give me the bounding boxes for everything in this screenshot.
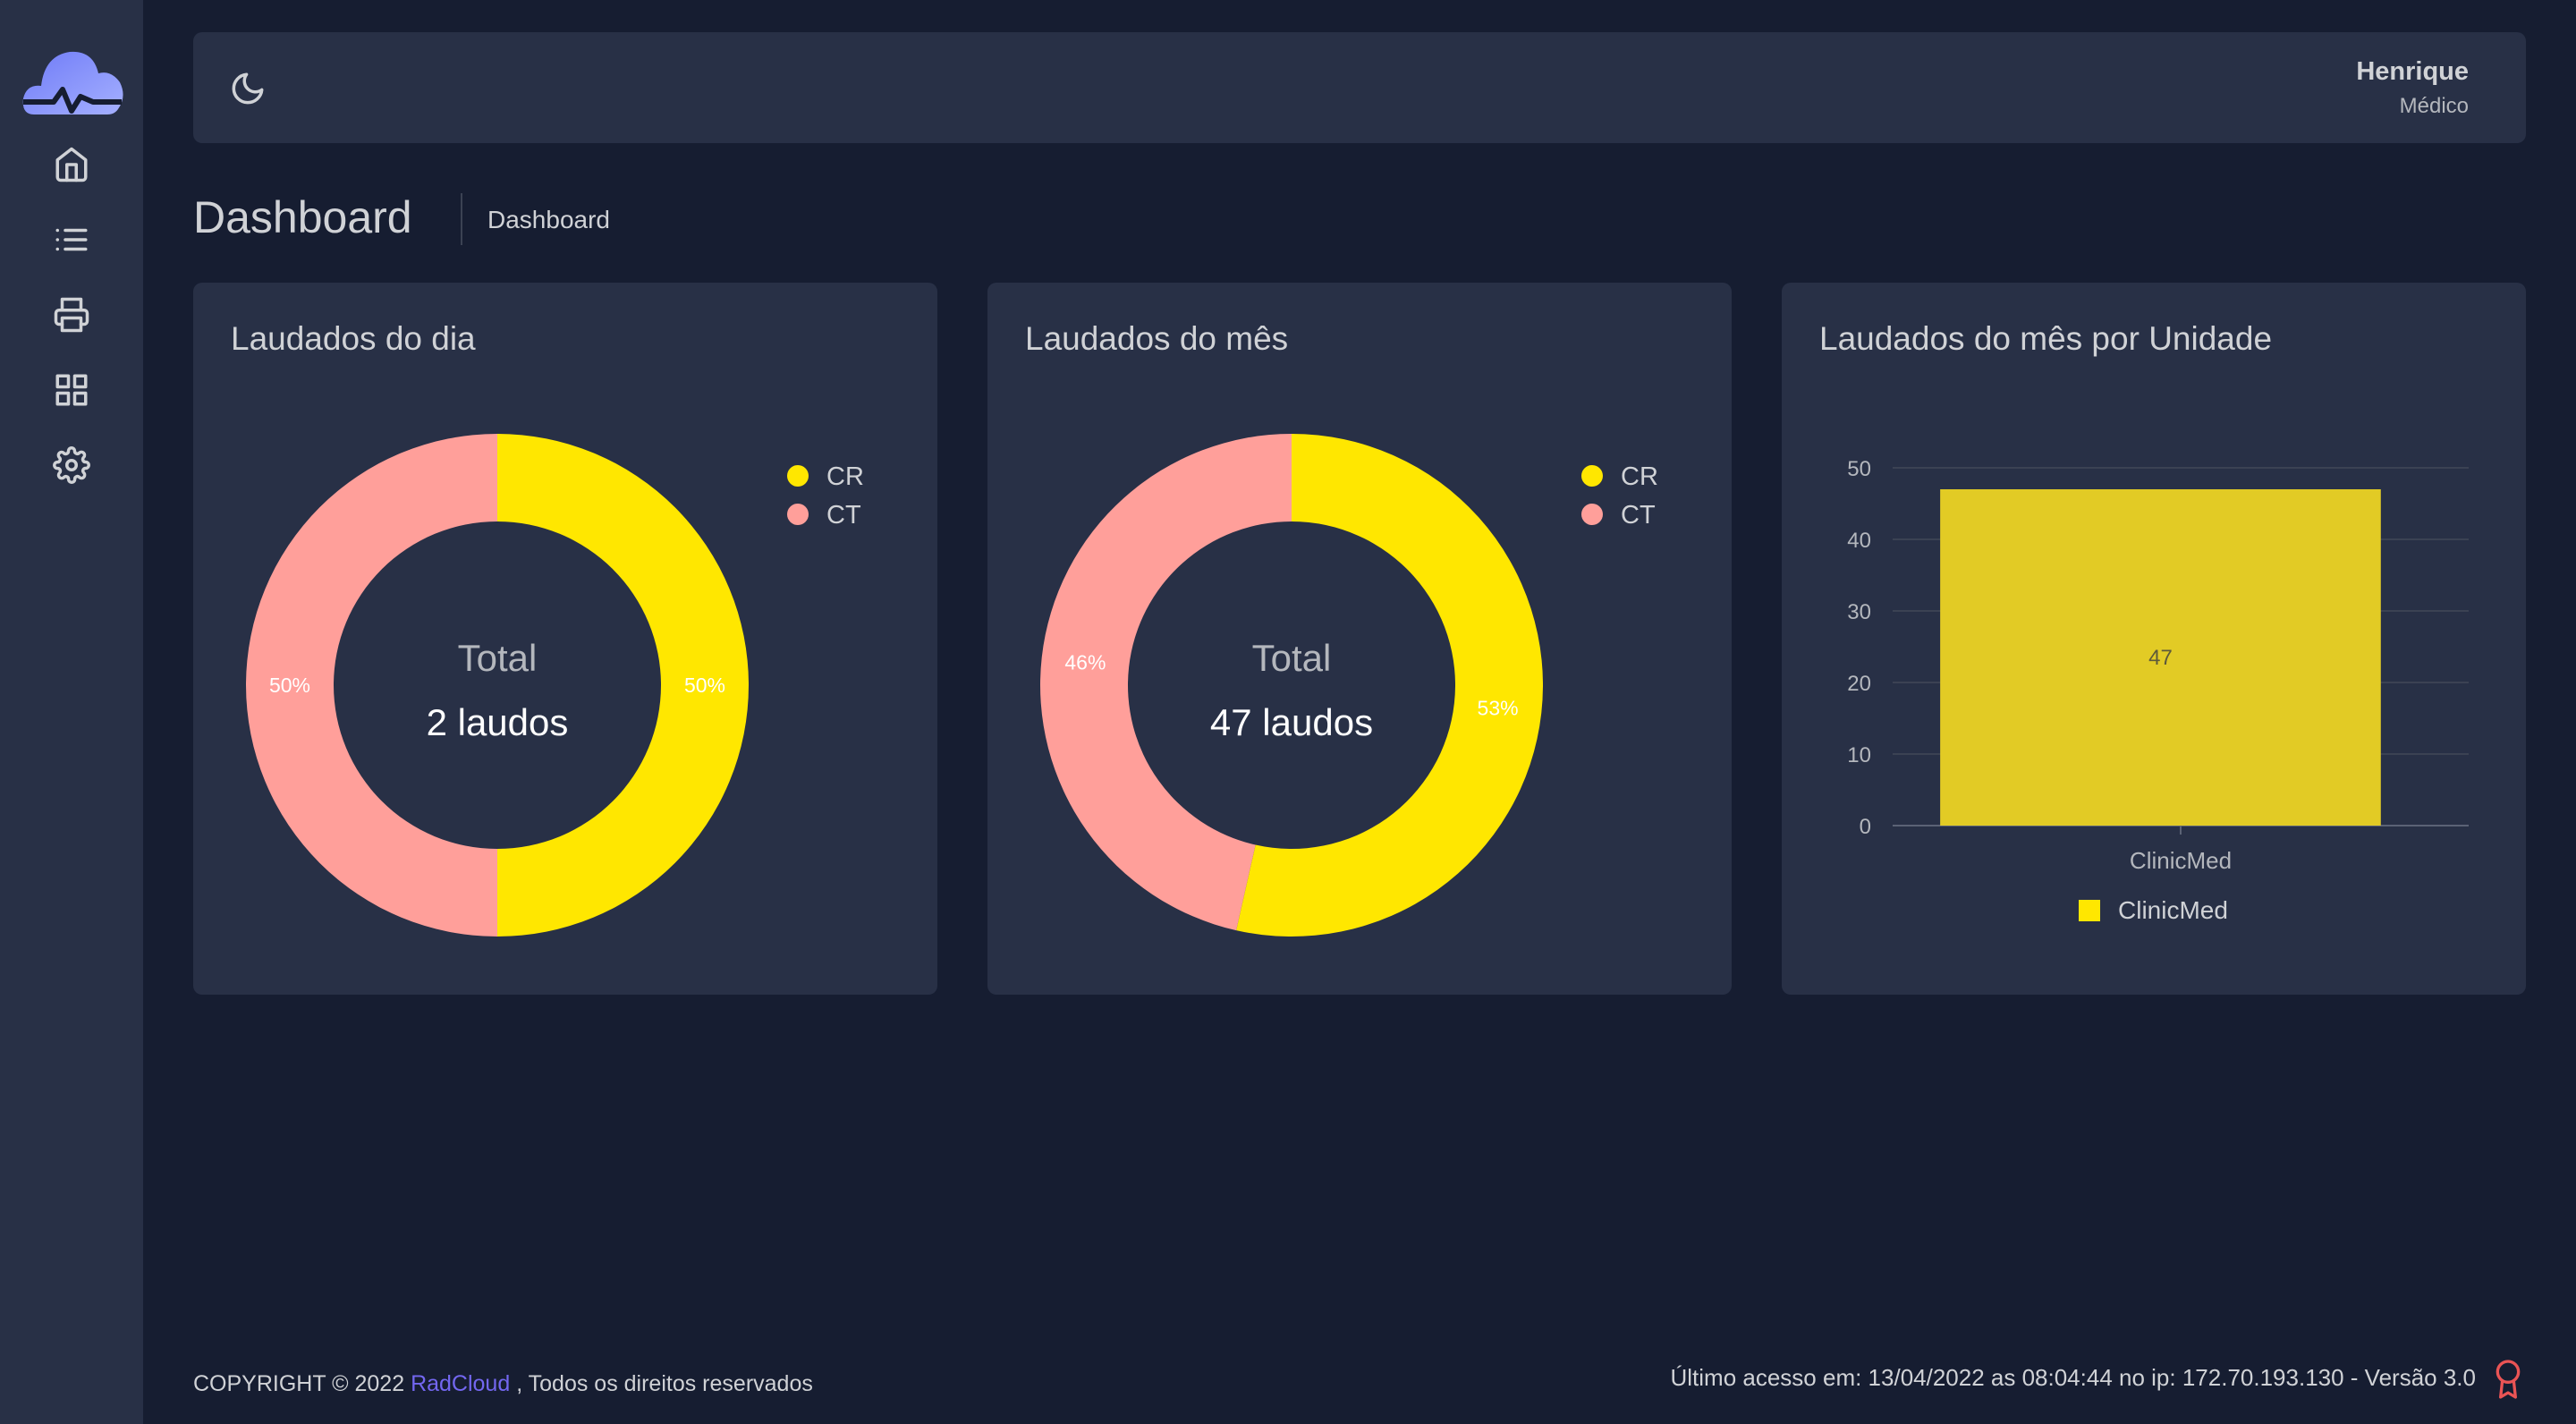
grid-icon	[55, 374, 88, 406]
bar-chart-unidade: 0 10 20 30 40 50 47 ClinicMed ClinicMed	[1847, 457, 2469, 924]
donut-data-label: 46%	[1064, 650, 1106, 674]
user-menu[interactable]: Henrique Médico	[2356, 57, 2469, 119]
donut-data-label: 53%	[1478, 697, 1519, 720]
legend-marker-cr[interactable]	[787, 465, 809, 487]
donut-center-value: 47 laudos	[1210, 701, 1373, 743]
legend-marker-clinicmed[interactable]	[2079, 900, 2100, 921]
card-laudados-dia: Laudados do dia 50% 50% Total 2 laudos CR CT	[193, 283, 937, 995]
legend-label-ct[interactable]: CT	[1621, 501, 1656, 530]
bar-clinicmed[interactable]	[1940, 489, 2381, 826]
copyright-prefix: COPYRIGHT © 2022	[193, 1371, 405, 1396]
brand-link[interactable]: RadCloud	[411, 1371, 511, 1396]
moon-icon	[232, 72, 264, 105]
legend-marker-cr[interactable]	[1581, 465, 1603, 487]
top-navbar: Henrique Médico	[193, 32, 2526, 143]
legend-label-clinicmed[interactable]: ClinicMed	[2118, 896, 2228, 924]
donut-segment-ct[interactable]	[246, 434, 497, 937]
y-tick-label: 10	[1847, 743, 1871, 767]
donut-segment-cr[interactable]	[1236, 434, 1543, 937]
page-title: Dashboard	[193, 192, 412, 242]
donut-segment-ct[interactable]	[1040, 434, 1292, 931]
gear-icon	[53, 446, 90, 484]
legend-label-cr[interactable]: CR	[1621, 462, 1658, 491]
sidebar-item-print[interactable]	[48, 292, 95, 338]
home-icon	[55, 147, 88, 182]
y-tick-label: 30	[1847, 600, 1871, 624]
donut-center-label: Total	[1252, 637, 1332, 679]
legend-marker-ct[interactable]	[1581, 504, 1603, 525]
user-role: Médico	[2399, 94, 2469, 118]
last-access-info: Último acesso em: 13/04/2022 as 08:04:44…	[1670, 1364, 2476, 1391]
copyright-suffix: , Todos os direitos reservados	[516, 1371, 813, 1396]
printer-icon	[54, 297, 89, 333]
card-laudados-unidade: Laudados do mês por Unidade 0 10 20 30 40 50 4…	[1782, 283, 2526, 995]
donut-center-label: Total	[458, 637, 538, 679]
donut-chart-mes: 53% 46% Total 47 laudos CR CT	[1040, 434, 1658, 937]
y-tick-label: 0	[1860, 815, 1871, 839]
legend-label-ct[interactable]: CT	[826, 501, 861, 530]
radcloud-logo[interactable]	[21, 43, 125, 122]
sidebar-item-list[interactable]	[48, 216, 95, 263]
footer-copyright: COPYRIGHT © 2022 RadCloud , Todos os dir…	[193, 1371, 813, 1397]
donut-data-label: 50%	[684, 674, 725, 697]
donut-center-value: 2 laudos	[427, 701, 569, 743]
donut-segment-cr[interactable]	[497, 434, 749, 937]
sidebar-item-settings[interactable]	[48, 442, 95, 488]
card-laudados-mes: Laudados do mês 53% 46% Total 47 laudos CR CT	[987, 283, 1732, 995]
bar-value-label: 47	[2148, 646, 2173, 670]
donut-chart-dia: 50% 50% Total 2 laudos CR CT	[246, 434, 864, 937]
y-tick-label: 50	[1847, 457, 1871, 481]
breadcrumb[interactable]: Dashboard	[487, 206, 610, 233]
sidebar-item-home[interactable]	[48, 141, 95, 188]
award-icon	[2496, 1360, 2521, 1399]
y-tick-label: 20	[1847, 672, 1871, 696]
card-title: Laudados do mês por Unidade	[1819, 320, 2273, 357]
sidebar	[0, 0, 143, 1424]
theme-toggle-button[interactable]	[229, 70, 267, 107]
card-title: Laudados do mês	[1025, 320, 1289, 357]
legend-label-cr[interactable]: CR	[826, 462, 864, 491]
x-tick-label: ClinicMed	[2130, 847, 2232, 874]
user-name: Henrique	[2356, 57, 2469, 86]
card-title: Laudados do dia	[231, 320, 476, 357]
list-icon	[55, 228, 88, 251]
legend-marker-ct[interactable]	[787, 504, 809, 525]
y-tick-label: 40	[1847, 529, 1871, 553]
title-divider	[461, 193, 462, 245]
sidebar-item-grid[interactable]	[48, 367, 95, 413]
donut-data-label: 50%	[269, 674, 310, 697]
